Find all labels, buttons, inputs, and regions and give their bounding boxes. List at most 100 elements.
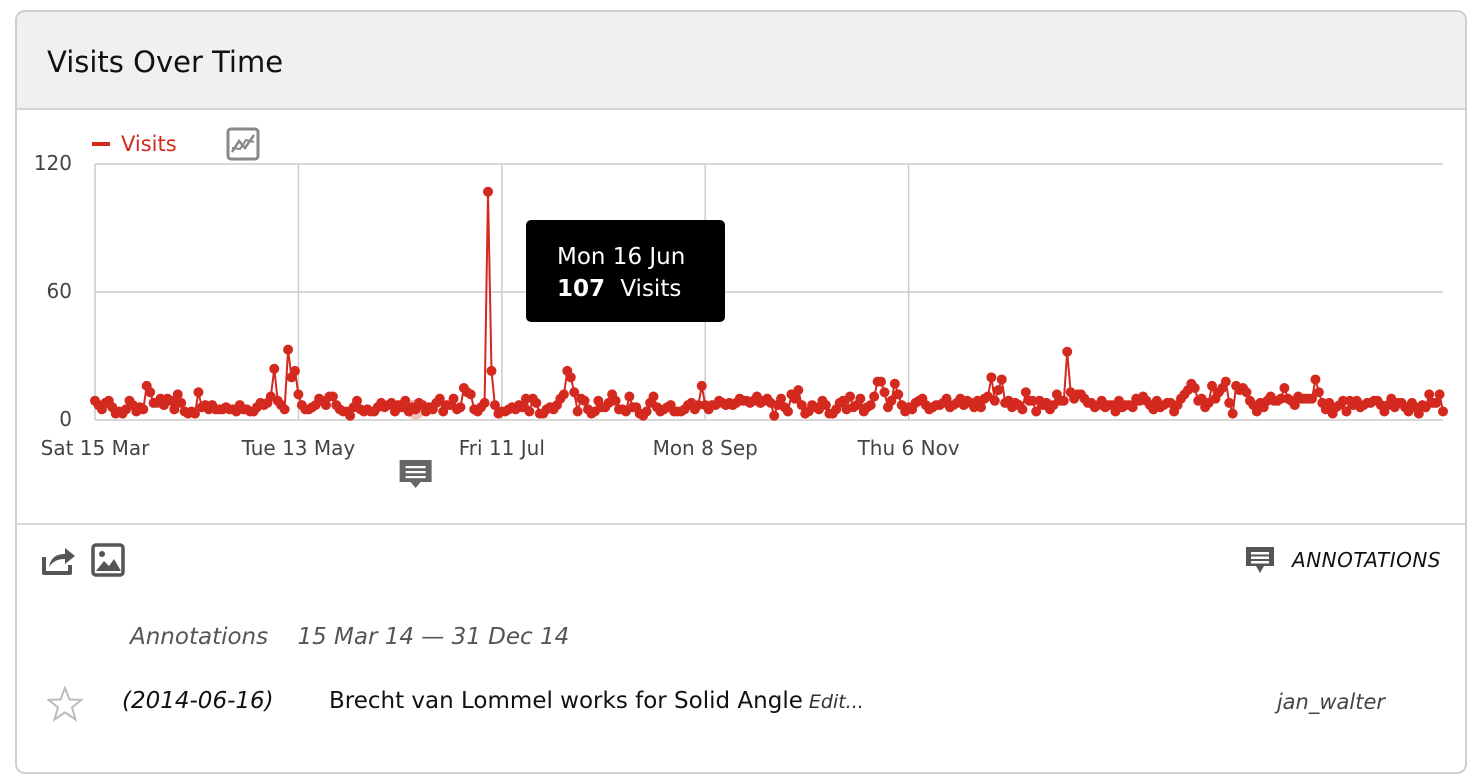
data-point[interactable] bbox=[996, 374, 1007, 385]
data-point[interactable] bbox=[1306, 393, 1317, 404]
data-point[interactable] bbox=[1313, 387, 1324, 398]
data-point[interactable] bbox=[1220, 376, 1231, 387]
visits-chart[interactable]: 0 60 120 Sat 15 Mar Tue 13 May Fri 11 Jul Mon… bbox=[15, 10, 1467, 522]
data-point[interactable] bbox=[1189, 383, 1200, 393]
data-point[interactable] bbox=[1338, 395, 1349, 406]
data-point[interactable] bbox=[879, 387, 890, 398]
series-visits[interactable] bbox=[90, 186, 1448, 421]
data-point[interactable] bbox=[489, 400, 500, 411]
data-point[interactable] bbox=[889, 378, 900, 389]
data-point[interactable] bbox=[1279, 383, 1290, 393]
data-point[interactable] bbox=[1438, 406, 1448, 417]
data-point[interactable] bbox=[1207, 380, 1218, 391]
data-point[interactable] bbox=[1341, 406, 1352, 417]
data-point[interactable] bbox=[479, 397, 490, 408]
data-point[interactable] bbox=[565, 372, 576, 383]
image-icon[interactable] bbox=[91, 543, 125, 581]
data-point[interactable] bbox=[886, 395, 897, 406]
data-point[interactable] bbox=[820, 400, 831, 411]
data-point[interactable] bbox=[989, 395, 1000, 406]
data-point[interactable] bbox=[769, 410, 780, 421]
data-point[interactable] bbox=[455, 402, 466, 413]
data-point[interactable] bbox=[169, 404, 180, 415]
data-point[interactable] bbox=[400, 395, 411, 406]
data-point[interactable] bbox=[138, 404, 149, 415]
data-point[interactable] bbox=[1020, 387, 1031, 398]
data-point[interactable] bbox=[610, 395, 621, 406]
data-point[interactable] bbox=[465, 389, 476, 400]
data-point[interactable] bbox=[189, 408, 200, 419]
data-point[interactable] bbox=[986, 372, 997, 383]
data-point[interactable] bbox=[193, 387, 204, 398]
data-point[interactable] bbox=[1227, 408, 1238, 419]
annotation-edit-link[interactable]: Edit... bbox=[808, 691, 864, 713]
annotations-button[interactable]: ANNOTATIONS bbox=[1244, 544, 1441, 576]
legend-label: Visits bbox=[121, 132, 177, 156]
data-point[interactable] bbox=[569, 387, 580, 398]
data-point[interactable] bbox=[572, 406, 583, 417]
data-point[interactable] bbox=[283, 344, 294, 355]
data-point[interactable] bbox=[796, 400, 807, 411]
data-point[interactable] bbox=[641, 406, 652, 417]
data-point[interactable] bbox=[448, 393, 459, 404]
data-point[interactable] bbox=[1431, 397, 1442, 408]
data-point[interactable] bbox=[524, 406, 535, 417]
data-point[interactable] bbox=[269, 363, 280, 374]
data-point[interactable] bbox=[1062, 346, 1073, 357]
data-point[interactable] bbox=[279, 404, 290, 415]
data-point[interactable] bbox=[486, 365, 497, 376]
data-point[interactable] bbox=[293, 389, 304, 400]
data-point[interactable] bbox=[789, 393, 800, 404]
legend-item-visits[interactable]: Visits bbox=[92, 132, 177, 156]
data-point[interactable] bbox=[1241, 387, 1252, 398]
data-point[interactable] bbox=[531, 397, 542, 408]
data-point[interactable] bbox=[176, 397, 187, 408]
data-point[interactable] bbox=[327, 391, 338, 402]
data-point[interactable] bbox=[793, 385, 804, 396]
data-point[interactable] bbox=[648, 391, 659, 402]
export-icon[interactable] bbox=[41, 543, 77, 581]
data-point[interactable] bbox=[869, 391, 880, 402]
data-point[interactable] bbox=[558, 389, 569, 400]
data-point[interactable] bbox=[776, 393, 787, 404]
data-point[interactable] bbox=[1031, 406, 1042, 417]
data-point[interactable] bbox=[993, 385, 1004, 396]
data-point[interactable] bbox=[1224, 397, 1235, 408]
data-point[interactable] bbox=[1434, 389, 1445, 400]
data-point[interactable] bbox=[1275, 393, 1286, 404]
data-point[interactable] bbox=[289, 365, 300, 376]
data-point[interactable] bbox=[893, 389, 904, 400]
data-point[interactable] bbox=[352, 395, 363, 406]
data-point[interactable] bbox=[434, 393, 445, 404]
data-point[interactable] bbox=[1058, 395, 1069, 406]
data-point[interactable] bbox=[165, 395, 176, 406]
data-point[interactable] bbox=[782, 406, 793, 417]
data-point[interactable] bbox=[855, 393, 866, 404]
data-point[interactable] bbox=[1127, 402, 1138, 413]
data-point[interactable] bbox=[172, 389, 183, 400]
data-point[interactable] bbox=[320, 400, 331, 411]
data-point[interactable] bbox=[845, 391, 856, 402]
data-point[interactable] bbox=[865, 400, 876, 411]
data-point[interactable] bbox=[876, 376, 887, 387]
data-point[interactable] bbox=[1424, 389, 1435, 400]
data-point[interactable] bbox=[976, 402, 987, 413]
data-point[interactable] bbox=[520, 393, 531, 404]
data-point[interactable] bbox=[145, 387, 156, 398]
data-point[interactable] bbox=[483, 186, 494, 197]
annotation-marker[interactable] bbox=[399, 460, 432, 488]
data-point[interactable] bbox=[1310, 374, 1321, 385]
data-point[interactable] bbox=[941, 393, 952, 404]
data-point[interactable] bbox=[624, 391, 635, 402]
annotation-speech-icon bbox=[1246, 547, 1275, 573]
data-point[interactable] bbox=[1413, 408, 1424, 419]
data-point[interactable] bbox=[1017, 404, 1028, 415]
star-outline-icon[interactable] bbox=[45, 685, 85, 726]
data-point[interactable] bbox=[696, 380, 707, 391]
data-point[interactable] bbox=[1027, 395, 1038, 406]
data-point[interactable] bbox=[345, 410, 356, 421]
data-point[interactable] bbox=[693, 400, 704, 411]
data-point[interactable] bbox=[579, 395, 590, 406]
data-point[interactable] bbox=[1289, 400, 1300, 411]
line-chart-icon[interactable] bbox=[226, 127, 260, 161]
